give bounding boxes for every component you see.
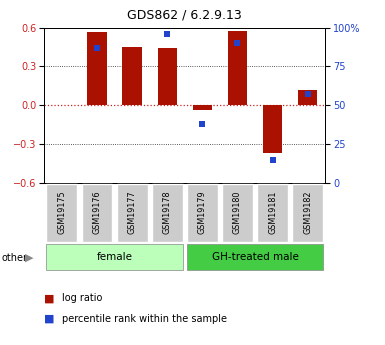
Point <box>270 157 276 162</box>
Point <box>234 40 241 46</box>
Bar <box>87 32 107 105</box>
Text: GSM19180: GSM19180 <box>233 190 242 234</box>
Text: GSM19182: GSM19182 <box>303 190 312 234</box>
Text: GSM19177: GSM19177 <box>127 190 137 234</box>
FancyBboxPatch shape <box>46 244 183 270</box>
FancyBboxPatch shape <box>152 184 183 242</box>
Bar <box>298 90 317 105</box>
Bar <box>263 105 282 153</box>
FancyBboxPatch shape <box>117 184 147 242</box>
Text: GSM19176: GSM19176 <box>92 190 102 234</box>
Point <box>164 31 170 37</box>
Text: other: other <box>2 253 28 263</box>
FancyBboxPatch shape <box>222 184 253 242</box>
Text: ▶: ▶ <box>25 253 33 263</box>
FancyBboxPatch shape <box>187 244 323 270</box>
Bar <box>122 47 142 105</box>
Text: GSM19181: GSM19181 <box>268 190 277 234</box>
FancyBboxPatch shape <box>257 184 288 242</box>
FancyBboxPatch shape <box>82 184 112 242</box>
Bar <box>228 31 247 105</box>
FancyBboxPatch shape <box>292 184 323 242</box>
FancyBboxPatch shape <box>46 184 77 242</box>
Bar <box>193 105 212 110</box>
Point <box>94 45 100 51</box>
Text: GSM19178: GSM19178 <box>163 190 172 234</box>
Text: GH-treated male: GH-treated male <box>212 252 298 262</box>
Text: GDS862 / 6.2.9.13: GDS862 / 6.2.9.13 <box>127 9 242 22</box>
Point <box>199 121 206 127</box>
Text: log ratio: log ratio <box>62 294 102 303</box>
Text: percentile rank within the sample: percentile rank within the sample <box>62 314 227 324</box>
Text: GSM19179: GSM19179 <box>198 190 207 234</box>
Text: ■: ■ <box>44 294 55 303</box>
Point <box>305 92 311 97</box>
Text: GSM19175: GSM19175 <box>57 190 66 234</box>
Text: female: female <box>97 252 132 262</box>
FancyBboxPatch shape <box>187 184 218 242</box>
Bar <box>157 48 177 105</box>
Text: ■: ■ <box>44 314 55 324</box>
